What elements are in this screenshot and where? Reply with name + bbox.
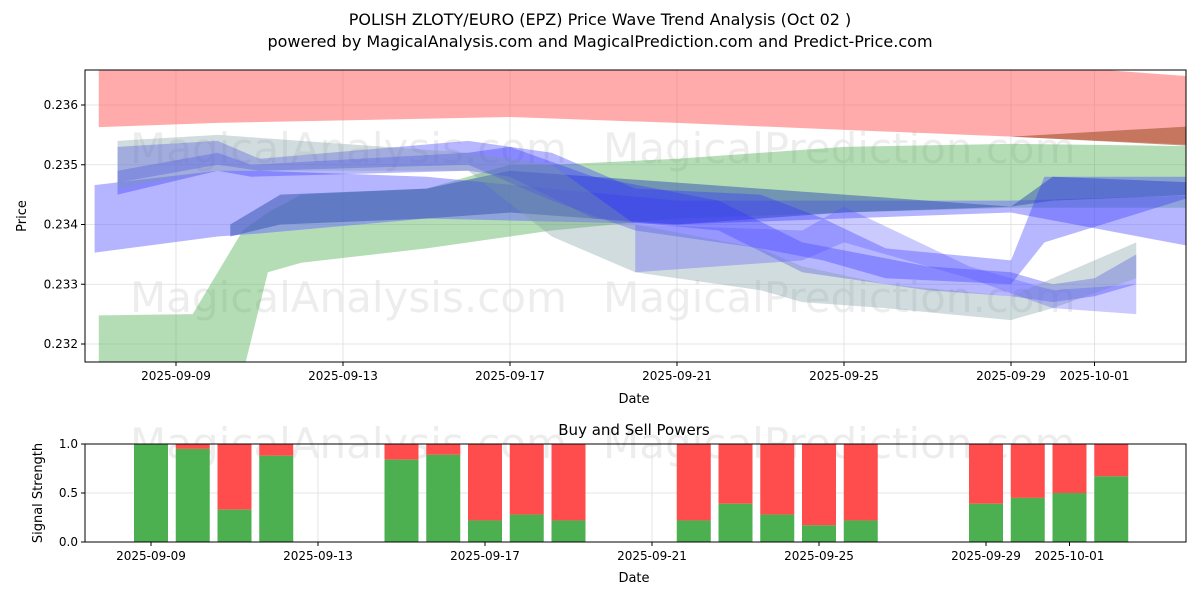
band-wave-d — [117, 140, 1186, 285]
buy-bar — [969, 503, 1003, 542]
y-axis-label: Price — [15, 200, 30, 232]
buy-bar — [760, 514, 795, 542]
buy-bar — [217, 509, 252, 542]
y-tick-label: 0.5 — [59, 486, 78, 500]
band-overlap — [1011, 126, 1186, 146]
buy-bar — [1094, 476, 1129, 542]
y-tick-label: 0.233 — [44, 277, 78, 291]
sell-bar — [1052, 444, 1087, 493]
sell-bar — [259, 444, 294, 456]
buy-bar — [259, 455, 294, 542]
x-tick-label: 2025-09-13 — [283, 549, 353, 563]
watermark: MagicalPrediction.com — [603, 273, 1076, 322]
x-tick-label: 2025-09-29 — [951, 549, 1021, 563]
buy-bar — [1052, 493, 1087, 542]
buy-bar — [426, 454, 461, 542]
bar-y-axis-label: Signal Strength — [31, 443, 46, 543]
sell-bar — [718, 444, 753, 504]
x-tick-label: 2025-10-01 — [1035, 549, 1105, 563]
sell-bar — [217, 444, 252, 510]
bar-x-axis-label: Date — [618, 571, 649, 586]
x-tick-label: 2025-09-17 — [450, 549, 520, 563]
buy-bar — [802, 525, 836, 542]
band-resistance — [98, 70, 1186, 145]
watermark: MagicalAnalysis.com — [130, 273, 567, 322]
buy-bar — [468, 520, 502, 542]
buy-bar — [718, 503, 753, 542]
x-tick-label: 2025-09-21 — [617, 549, 687, 563]
x-tick-label: 2025-09-09 — [141, 369, 211, 383]
sell-bar — [551, 444, 586, 521]
buy-bar — [843, 520, 878, 542]
band-wave-c — [117, 146, 1137, 303]
sell-bar — [384, 444, 419, 460]
bands — [94, 70, 1186, 362]
y-tick-label: 0.0 — [59, 535, 78, 549]
x-axis-label: Date — [618, 392, 649, 407]
buy-bar — [551, 520, 586, 542]
sell-bar — [468, 444, 502, 521]
band-wave-b — [230, 170, 1186, 237]
sell-bar — [760, 444, 795, 515]
sell-bar — [426, 444, 461, 455]
x-tick-label: 2025-10-01 — [1060, 369, 1130, 383]
x-tick-label: 2025-09-17 — [475, 369, 545, 383]
buy-bar — [134, 444, 168, 542]
sell-bar — [1010, 444, 1045, 498]
x-tick-label: 2025-09-13 — [308, 369, 378, 383]
sell-bar — [969, 444, 1003, 504]
buy-bar — [175, 448, 210, 542]
sell-bar — [509, 444, 544, 515]
bar-chart-title: Buy and Sell Powers — [558, 421, 710, 439]
y-tick-label: 0.232 — [44, 337, 78, 351]
buy-bar — [1010, 497, 1045, 542]
plot-frame — [84, 443, 1187, 543]
x-tick-label: 2025-09-21 — [642, 369, 712, 383]
y-tick-label: 0.235 — [44, 158, 78, 172]
buy-bar — [676, 520, 711, 542]
sell-bar — [843, 444, 878, 521]
plot-frame — [84, 69, 1187, 363]
buy-bar — [509, 514, 544, 542]
chart-title: POLISH ZLOTY/EURO (EPZ) Price Wave Trend… — [349, 10, 852, 29]
buy-bar — [384, 459, 419, 542]
band-wave-e — [117, 134, 1137, 321]
x-tick-label: 2025-09-29 — [976, 369, 1046, 383]
sell-bar — [676, 444, 711, 521]
y-tick-label: 1.0 — [59, 437, 78, 451]
chart-subtitle: powered by MagicalAnalysis.com and Magic… — [267, 32, 932, 51]
y-tick-label: 0.236 — [44, 98, 78, 112]
sell-bar — [1094, 444, 1129, 477]
x-tick-label: 2025-09-09 — [116, 549, 186, 563]
band-wave-f — [635, 206, 1137, 315]
x-tick-label: 2025-09-25 — [784, 549, 854, 563]
sell-bar — [802, 444, 836, 526]
x-tick-label: 2025-09-25 — [809, 369, 879, 383]
sell-bar — [175, 444, 210, 449]
y-tick-label: 0.234 — [44, 218, 78, 232]
